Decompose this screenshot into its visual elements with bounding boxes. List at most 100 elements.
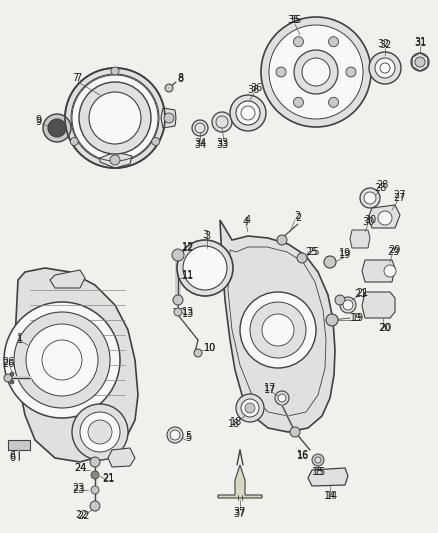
- Circle shape: [10, 380, 14, 384]
- Text: 19: 19: [352, 313, 364, 323]
- Text: 21: 21: [354, 289, 366, 299]
- Circle shape: [261, 17, 371, 127]
- Polygon shape: [15, 268, 138, 462]
- Text: 29: 29: [388, 245, 400, 255]
- Text: 30: 30: [364, 215, 376, 225]
- Circle shape: [14, 312, 110, 408]
- Circle shape: [167, 427, 183, 443]
- Circle shape: [343, 300, 353, 310]
- Text: 21: 21: [102, 473, 114, 483]
- Text: 32: 32: [379, 40, 391, 50]
- Text: 11: 11: [182, 270, 194, 280]
- Text: 14: 14: [326, 491, 338, 501]
- Circle shape: [360, 188, 380, 208]
- Circle shape: [89, 92, 141, 144]
- Circle shape: [324, 256, 336, 268]
- Circle shape: [172, 249, 184, 261]
- Text: 5: 5: [185, 433, 191, 443]
- Text: 30: 30: [362, 217, 374, 227]
- Circle shape: [312, 454, 324, 466]
- Circle shape: [71, 74, 159, 162]
- Circle shape: [72, 404, 128, 460]
- Text: 1: 1: [17, 333, 23, 343]
- Circle shape: [26, 324, 98, 396]
- Circle shape: [177, 240, 233, 296]
- Circle shape: [302, 58, 330, 86]
- Circle shape: [90, 457, 100, 467]
- Text: 17: 17: [264, 385, 276, 395]
- Circle shape: [183, 246, 227, 290]
- Polygon shape: [108, 448, 135, 467]
- Text: 23: 23: [72, 483, 84, 493]
- Circle shape: [173, 295, 183, 305]
- Circle shape: [236, 101, 260, 125]
- Circle shape: [192, 120, 208, 136]
- Polygon shape: [350, 230, 370, 248]
- Circle shape: [10, 372, 14, 376]
- Text: 21: 21: [356, 288, 368, 298]
- Text: 16: 16: [297, 450, 309, 460]
- Text: 20: 20: [379, 323, 391, 333]
- Text: 10: 10: [204, 343, 216, 353]
- Text: 12: 12: [182, 243, 194, 253]
- Circle shape: [277, 235, 287, 245]
- Text: 18: 18: [228, 419, 240, 429]
- Circle shape: [236, 394, 264, 422]
- Circle shape: [269, 25, 363, 119]
- Text: 26: 26: [2, 357, 14, 367]
- Circle shape: [328, 37, 339, 47]
- Polygon shape: [308, 468, 348, 486]
- Circle shape: [241, 399, 259, 417]
- Text: 28: 28: [374, 183, 386, 193]
- Text: 13: 13: [182, 309, 194, 319]
- Circle shape: [230, 95, 266, 131]
- Text: 27: 27: [394, 190, 406, 200]
- Circle shape: [375, 58, 395, 78]
- Circle shape: [250, 302, 306, 358]
- Circle shape: [378, 211, 392, 225]
- Text: 20: 20: [378, 323, 390, 333]
- Text: 33: 33: [216, 140, 228, 150]
- Circle shape: [164, 113, 174, 123]
- Circle shape: [293, 98, 304, 107]
- Text: 9: 9: [35, 115, 41, 125]
- Circle shape: [4, 374, 12, 382]
- Circle shape: [346, 67, 356, 77]
- Circle shape: [293, 37, 304, 47]
- Text: 21: 21: [102, 474, 114, 484]
- Text: 3: 3: [202, 230, 208, 240]
- Text: 8: 8: [177, 73, 183, 83]
- Text: 19: 19: [339, 248, 351, 258]
- Text: 4: 4: [245, 215, 251, 225]
- Text: 12: 12: [182, 242, 194, 252]
- Circle shape: [165, 84, 173, 92]
- Circle shape: [91, 486, 99, 494]
- Circle shape: [174, 308, 182, 316]
- Text: 29: 29: [387, 247, 399, 257]
- Text: 31: 31: [414, 38, 426, 48]
- Polygon shape: [220, 220, 335, 432]
- Text: 13: 13: [182, 307, 194, 317]
- Circle shape: [275, 391, 289, 405]
- Text: 7: 7: [75, 73, 81, 83]
- Text: 18: 18: [230, 417, 242, 427]
- Text: 35: 35: [288, 15, 300, 25]
- Circle shape: [88, 420, 112, 444]
- Circle shape: [294, 50, 338, 94]
- Circle shape: [384, 265, 396, 277]
- Circle shape: [212, 112, 232, 132]
- Circle shape: [152, 138, 160, 146]
- Text: 28: 28: [376, 180, 388, 190]
- Text: 4: 4: [243, 217, 249, 227]
- Circle shape: [48, 119, 66, 137]
- Circle shape: [79, 82, 151, 154]
- Circle shape: [110, 155, 120, 165]
- Text: 11: 11: [182, 271, 194, 281]
- Circle shape: [369, 52, 401, 84]
- Text: 33: 33: [216, 138, 228, 148]
- Text: 5: 5: [185, 431, 191, 441]
- Circle shape: [80, 412, 120, 452]
- Circle shape: [276, 67, 286, 77]
- Text: 6: 6: [9, 451, 15, 461]
- Text: 27: 27: [394, 193, 406, 203]
